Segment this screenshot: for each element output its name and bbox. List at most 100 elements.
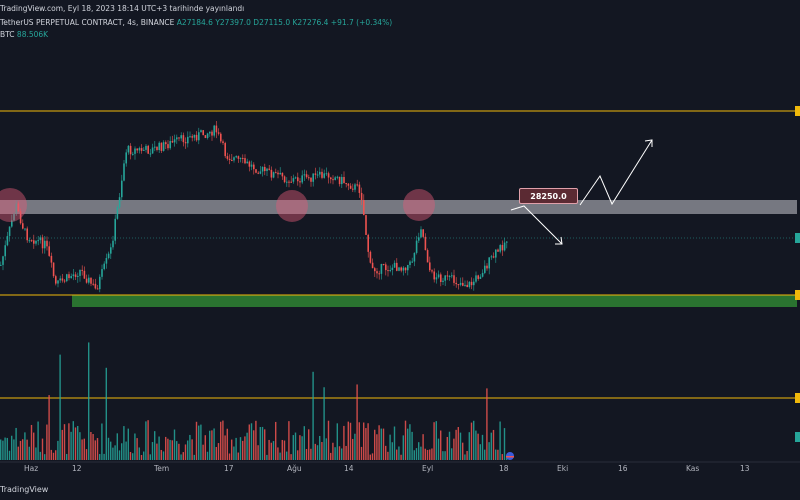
volume-bar [301,436,303,460]
candle-body [79,269,81,276]
candle-body [41,237,44,249]
volume-bar [158,436,160,460]
candle-body [437,274,440,278]
volume-bar [424,448,426,460]
volume-bar [41,438,44,460]
volume-bar [292,435,294,460]
volume-bar [59,354,61,460]
volume-bar [114,445,116,460]
volume-bar [411,431,413,460]
volume-bar [407,428,409,460]
candle-body [239,157,242,159]
volume-bar [154,431,156,460]
candle-body [72,274,75,277]
candle-body [37,240,39,242]
volume-bar [286,451,288,460]
volume-bar [385,445,387,460]
candle-body [250,164,253,167]
volume-bar [398,446,400,460]
candle-body [292,178,295,182]
volume-bar [30,424,33,460]
volume-bar [209,430,211,460]
volume-bar [233,446,235,460]
volume-bar [367,423,369,460]
candle-body [435,277,438,280]
volume-bar [220,421,222,460]
candle-body [266,168,268,172]
volume-bar [391,442,393,460]
candle-body [341,176,343,185]
volume-bar [33,432,35,460]
volume-bar [259,427,261,460]
volume-bar [369,454,371,460]
volume-bar [378,425,380,460]
volume-bar [35,447,37,460]
volume-bar [88,342,90,460]
candle-body [272,172,275,178]
candle-body [349,185,352,189]
candle-body [68,274,70,279]
candle-body [316,174,319,176]
price-tick-top [795,106,800,116]
volume-bar [437,438,440,460]
candle-body [418,237,420,241]
volume-legend: BTC 88.506K [0,30,48,39]
volume-bar [338,446,341,460]
volume-bar [360,446,363,460]
candle-body [407,264,409,271]
candle-body [303,174,306,176]
candle-body [182,135,185,143]
candle-body [167,144,169,149]
volume-bar [453,438,455,460]
volume-bar [242,440,244,460]
volume-bar [376,434,378,460]
volume-bar [477,433,479,460]
candle-body [312,173,314,182]
time-axis-label: 14 [344,464,354,473]
candle-body [400,267,402,271]
volume-bar [272,441,275,460]
candle-body [354,184,356,190]
volume-bar [363,422,365,460]
touch-circle-1 [0,188,27,222]
volume-bar [341,448,343,460]
candle-body [134,148,136,154]
candle-body [33,240,35,244]
volume-bar [393,426,396,460]
candle-body [398,267,400,271]
volume-bar [182,452,184,460]
volume-bar [200,424,202,460]
time-axis-label: Ağu [287,464,302,473]
volume-bar [127,428,129,460]
volume-bar [195,421,198,460]
volume-bar [118,450,121,460]
volume-bar [215,446,217,460]
symbol-name[interactable]: TetherUS PERPETUAL CONTRACT, 4s, BINANCE [0,18,175,27]
candle-body [448,276,451,278]
candle-body [457,284,460,286]
candle-body [393,262,396,268]
candle-body [330,177,332,180]
volume-bar [479,444,481,460]
candle-body [257,172,259,174]
candle-body [470,281,473,286]
volume-bar [470,422,473,460]
volume-bar [202,444,204,460]
candle-body [193,134,196,138]
volume-bar [24,432,26,460]
volume-bar [138,447,140,460]
volume-bar [180,454,182,460]
candle-body [171,141,174,143]
volume-bar [415,448,418,460]
volume-bar [217,443,220,460]
volume-bar [178,443,180,460]
price-target-label[interactable]: 28250.0 [519,188,578,204]
volume-bar [288,421,290,460]
candle-body [83,270,86,279]
candle-body [198,132,200,141]
volume-bar [354,433,356,460]
candle-body [433,271,435,280]
volume-bar [28,446,30,460]
volume-bar [39,451,41,460]
